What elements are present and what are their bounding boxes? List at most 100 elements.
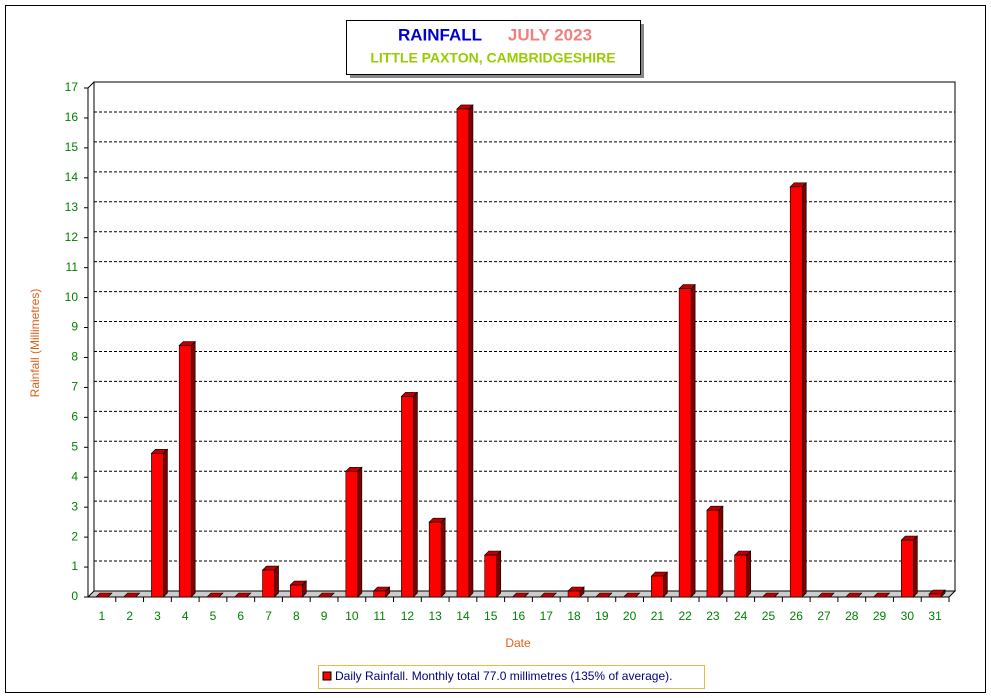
bar	[345, 470, 359, 598]
x-tick-label: 24	[734, 609, 748, 623]
x-tick-label: 15	[484, 609, 498, 623]
x-tick-label: 10	[345, 609, 359, 623]
y-tick-label: 15	[65, 140, 79, 154]
y-tick-label: 4	[71, 469, 78, 483]
bar-top	[845, 592, 863, 598]
bar	[567, 590, 581, 598]
x-tick-label: 25	[762, 609, 776, 623]
y-axis-depth	[87, 81, 95, 89]
bar-top	[539, 592, 557, 598]
legend-label: Daily Rainfall. Monthly total 77.0 milli…	[335, 669, 672, 683]
x-tick-label: 14	[456, 609, 470, 623]
x-tick-label: 20	[623, 609, 637, 623]
bar-top	[817, 592, 835, 598]
x-tick-label: 17	[540, 609, 554, 623]
x-tick-label: 22	[678, 609, 692, 623]
x-tick-label: 18	[567, 609, 581, 623]
x-tick-label: 16	[512, 609, 526, 623]
legend-box	[318, 665, 705, 689]
x-tick-label: 27	[817, 609, 831, 623]
x-tick-label: 30	[901, 609, 915, 623]
bar-top	[872, 592, 891, 598]
x-tick-label: 29	[873, 609, 887, 623]
bar-top	[622, 592, 641, 598]
bar	[901, 539, 914, 598]
x-tick-label: 3	[154, 609, 161, 623]
y-tick-label: 5	[71, 439, 78, 453]
chart-subtitle: LITTLE PAXTON, CAMBRIDGESHIRE	[370, 50, 615, 66]
bar-top	[122, 592, 141, 598]
y-tick-label: 8	[71, 350, 78, 364]
bar	[456, 108, 470, 598]
y-tick-label: 17	[65, 80, 79, 94]
y-tick-label: 13	[65, 200, 79, 214]
bar-side	[746, 550, 751, 598]
bar-side	[496, 550, 502, 598]
y-tick-label: 1	[71, 559, 78, 573]
bar-top	[234, 592, 252, 598]
x-tick-label: 13	[428, 609, 442, 623]
bar-side	[913, 535, 918, 598]
bar	[484, 554, 498, 598]
y-tick-label: 16	[65, 110, 79, 124]
x-tick-label: 28	[845, 609, 859, 623]
bar	[706, 509, 720, 598]
y-tick-label: 14	[65, 170, 79, 184]
bar-top	[95, 592, 113, 598]
x-tick-label: 11	[373, 609, 386, 623]
bar	[789, 186, 803, 598]
chart-period: JULY 2023	[508, 25, 592, 44]
title-box	[346, 20, 641, 75]
bar-side	[468, 104, 474, 598]
bar-side	[274, 565, 279, 598]
x-tick-label: 4	[182, 609, 189, 623]
bar-side	[413, 391, 418, 598]
bar	[178, 345, 192, 598]
bar-top	[595, 592, 613, 598]
x-tick-label: 8	[293, 609, 300, 623]
x-tick-label: 21	[651, 609, 665, 623]
bar-top	[206, 592, 224, 598]
x-tick-label: 7	[265, 609, 272, 623]
x-axis-title: Date	[505, 636, 531, 650]
x-tick-label: 5	[210, 609, 217, 623]
y-tick-label: 11	[66, 260, 79, 274]
y-tick-label: 2	[71, 529, 78, 543]
y-tick-label: 3	[71, 499, 78, 513]
y-tick-label: 9	[71, 320, 78, 334]
bar-side	[801, 182, 807, 598]
x-tick-label: 6	[237, 609, 244, 623]
y-tick-label: 10	[65, 290, 79, 304]
chart-title: RAINFALL	[398, 25, 482, 44]
bar	[401, 396, 414, 598]
bar	[151, 452, 164, 598]
x-tick-label: 12	[401, 609, 415, 623]
bar-side	[163, 448, 168, 598]
y-tick-label: 12	[65, 230, 79, 244]
bar	[928, 593, 942, 598]
bar	[290, 584, 303, 598]
bar-side	[190, 340, 196, 598]
bar	[262, 569, 275, 598]
bar-side	[690, 283, 696, 598]
plot-wall	[93, 81, 956, 592]
bar-side	[440, 517, 446, 598]
bar	[651, 575, 664, 598]
bar-side	[357, 466, 363, 598]
x-tick-label: 26	[790, 609, 804, 623]
x-tick-label: 31	[928, 609, 942, 623]
y-tick-label: 7	[71, 380, 78, 394]
x-tick-label: 23	[706, 609, 720, 623]
x-tick-label: 9	[321, 609, 328, 623]
bar-top	[511, 592, 530, 598]
bar-top	[317, 592, 335, 598]
y-tick-label: 6	[71, 410, 78, 424]
x-tick-label: 19	[595, 609, 609, 623]
bar-side	[718, 505, 724, 598]
x-tick-label: 2	[126, 609, 133, 623]
bar	[373, 590, 386, 598]
x-tick-label: 1	[99, 609, 106, 623]
y-tick-label: 0	[71, 589, 78, 603]
bar	[428, 521, 442, 598]
